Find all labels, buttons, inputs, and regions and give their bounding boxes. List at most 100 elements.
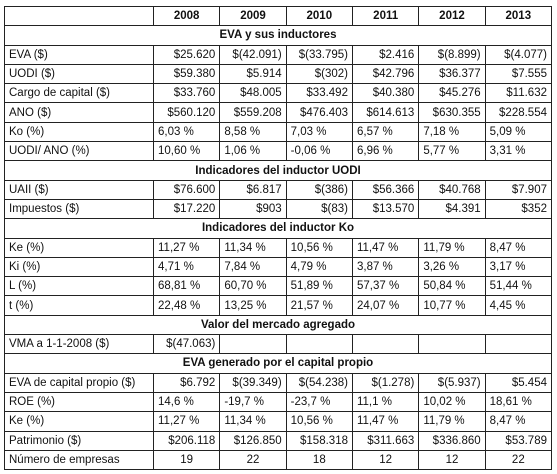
value-cell: 6,96 % <box>351 141 420 162</box>
row-label: UODI ($) <box>4 63 154 85</box>
value-cell: $206.118 <box>152 430 221 451</box>
value-cell: 22 <box>219 449 287 471</box>
value-cell: 11,47 % <box>351 237 420 258</box>
value-cell: $4.391 <box>418 198 486 220</box>
row-label: ANO ($) <box>4 102 154 123</box>
value-cell: -19,7 % <box>219 391 287 413</box>
value-cell: 1,06 % <box>219 141 287 162</box>
row-label: UAII ($) <box>4 179 154 200</box>
header-row: 2008 2009 2010 2011 2012 2013 <box>4 5 553 27</box>
empty-cell <box>285 334 353 355</box>
value-cell: 5,77 % <box>418 141 486 162</box>
data-row: Ki (%) 4,71 % 7,84 % 4,79 % 3,87 % 3,26 % 3,17… <box>4 256 553 278</box>
value-cell: $5.914 <box>219 63 287 85</box>
data-row: Patrimonio ($) $206.118 $126.850 $158.318 $3… <box>4 430 553 451</box>
row-label: Impuestos ($) <box>4 198 154 220</box>
section-row: EVA y sus inductores <box>4 25 552 46</box>
value-cell: 22 <box>484 449 553 471</box>
value-cell: $76.600 <box>152 179 221 200</box>
value-cell: 11,34 % <box>219 411 287 432</box>
value-cell: $560.120 <box>152 102 221 123</box>
value-cell: $(33.795) <box>285 44 353 65</box>
data-row: Ko (%) 6,03 % 8,58 % 7,03 % 6,57 % 7,18 % 5,09… <box>4 121 553 143</box>
value-cell: $(42.091) <box>219 44 287 65</box>
value-cell: 10,56 % <box>285 411 353 432</box>
section-title: EVA generado por el capital propio <box>4 353 552 374</box>
value-cell: 6,57 % <box>351 121 420 143</box>
value-cell: $25.620 <box>152 44 221 65</box>
value-cell: $476.403 <box>285 102 353 123</box>
value-cell: 57,37 % <box>351 276 420 297</box>
value-cell: 10,02 % <box>418 391 486 413</box>
row-label: ROE (%) <box>4 391 154 413</box>
value-cell: $(8.899) <box>418 44 486 65</box>
value-cell: $(47.063) <box>152 334 221 355</box>
row-label: Ke (%) <box>4 237 154 258</box>
value-cell: $(83) <box>285 198 353 220</box>
value-cell: $53.789 <box>484 430 553 451</box>
row-label: L (%) <box>4 276 154 297</box>
data-row: Número de empresas 19 22 18 12 12 22 <box>4 449 553 471</box>
value-cell: $42.796 <box>351 63 420 85</box>
data-row: Cargo de capital ($) $33.760 $48.005 $33.49… <box>4 83 553 104</box>
value-cell: 10,56 % <box>285 237 353 258</box>
value-cell: $6.792 <box>152 372 221 393</box>
value-cell: $352 <box>484 198 553 220</box>
row-label: t (%) <box>4 295 154 316</box>
data-row: UAII ($) $76.600 $6.817 $(386) $56.366 $40.76… <box>4 179 553 200</box>
section-title: Indicadores del inductor Ko <box>4 218 552 239</box>
empty-cell <box>4 5 154 27</box>
value-cell: 68,81 % <box>152 276 221 297</box>
value-cell: 8,47 % <box>484 237 553 258</box>
value-cell: 10,77 % <box>418 295 486 316</box>
year-header: 2013 <box>484 5 553 27</box>
value-cell: $36.377 <box>418 63 486 85</box>
value-cell: 3,17 % <box>484 256 553 278</box>
year-header: 2008 <box>152 5 221 27</box>
value-cell: $(4.077) <box>484 44 553 65</box>
value-cell: 3,87 % <box>351 256 420 278</box>
value-cell: 4,79 % <box>285 256 353 278</box>
value-cell: $(386) <box>285 179 353 200</box>
data-row: EVA de capital propio ($) $6.792 $(39.349)… <box>4 372 553 393</box>
data-row: Impuestos ($) $17.220 $903 $(83) $13.570 $4.3… <box>4 198 553 220</box>
value-cell: 14,6 % <box>152 391 221 413</box>
data-row: UODI/ ANO (%) 10,60 % 1,06 % -0,06 % 6,96 % 5… <box>4 141 553 162</box>
value-cell: $5.454 <box>484 372 553 393</box>
value-cell: 13,25 % <box>219 295 287 316</box>
section-row: Valor del mercado agregado <box>4 314 552 336</box>
value-cell: 12 <box>351 449 420 471</box>
value-cell: $(54.238) <box>285 372 353 393</box>
row-label: Ko (%) <box>4 121 154 143</box>
empty-cell <box>351 334 420 355</box>
value-cell: 5,09 % <box>484 121 553 143</box>
value-cell: $158.318 <box>285 430 353 451</box>
value-cell: 3,26 % <box>418 256 486 278</box>
data-row: Ke (%) 11,27 % 11,34 % 10,56 % 11,47 % 11,79 … <box>4 411 553 432</box>
value-cell: 4,71 % <box>152 256 221 278</box>
value-cell: 11,1 % <box>351 391 420 413</box>
value-cell: -23,7 % <box>285 391 353 413</box>
data-table: 2008 2009 2010 2011 2012 2013 EVA y sus induct… <box>4 5 553 471</box>
value-cell: 4,45 % <box>484 295 553 316</box>
value-cell: $59.380 <box>152 63 221 85</box>
value-cell: 11,34 % <box>219 237 287 258</box>
value-cell: $48.005 <box>219 83 287 104</box>
value-cell: 11,79 % <box>418 237 486 258</box>
section-row: EVA generado por el capital propio <box>4 353 552 374</box>
data-row: L (%) 68,81 % 60,70 % 51,89 % 57,37 % 50,84 %… <box>4 276 553 297</box>
section-row: Indicadores del inductor Ko <box>4 218 552 239</box>
value-cell: $311.663 <box>351 430 420 451</box>
row-label: UODI/ ANO (%) <box>4 141 154 162</box>
table-wrapper: 2008 2009 2010 2011 2012 2013 EVA y sus induct… <box>4 5 553 471</box>
section-title: Valor del mercado agregado <box>4 314 552 336</box>
value-cell: $33.760 <box>152 83 221 104</box>
row-label: EVA ($) <box>4 44 154 65</box>
empty-cell <box>219 334 287 355</box>
value-cell: 18,61 % <box>484 391 553 413</box>
value-cell: 11,47 % <box>351 411 420 432</box>
value-cell: 11,79 % <box>418 411 486 432</box>
value-cell: $630.355 <box>418 102 486 123</box>
value-cell: $6.817 <box>219 179 287 200</box>
row-label: VMA a 1-1-2008 ($) <box>4 334 154 355</box>
